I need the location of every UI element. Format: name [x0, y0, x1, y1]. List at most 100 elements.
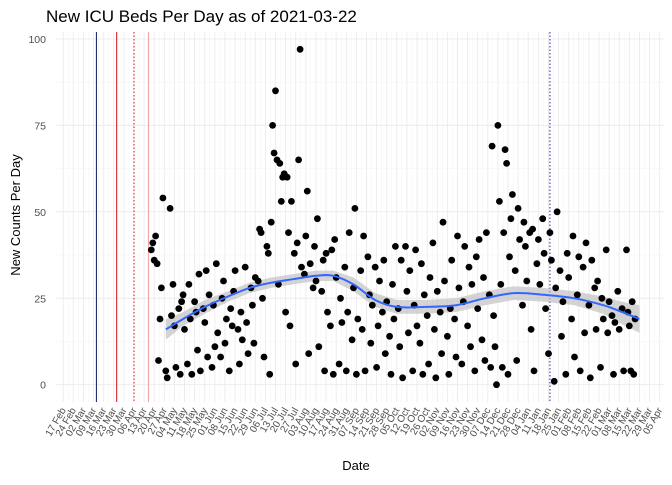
data-point — [386, 332, 393, 340]
data-point — [387, 370, 395, 378]
data-point — [618, 305, 626, 312]
data-point — [406, 267, 414, 274]
data-point — [260, 353, 268, 361]
data-point — [433, 287, 441, 295]
data-point — [540, 249, 548, 257]
data-point — [243, 319, 251, 326]
data-point — [319, 256, 327, 264]
data-point — [341, 263, 349, 271]
data-point — [380, 256, 388, 264]
data-point — [318, 287, 326, 295]
data-point — [569, 232, 577, 240]
data-point — [558, 332, 565, 340]
data-point — [162, 367, 170, 375]
data-point — [223, 315, 230, 323]
data-point — [293, 239, 301, 247]
data-point — [221, 339, 229, 347]
data-point — [159, 194, 167, 202]
data-point — [373, 364, 380, 371]
data-point — [403, 287, 411, 295]
data-point — [194, 346, 201, 354]
data-point — [249, 301, 256, 309]
data-point — [611, 319, 619, 326]
data-point — [452, 353, 460, 361]
data-point — [548, 256, 555, 264]
data-point — [250, 339, 258, 347]
data-point — [205, 291, 213, 299]
confidence-band — [165, 270, 640, 340]
data-point — [202, 267, 210, 274]
data-point — [166, 205, 174, 212]
smooth-line — [165, 273, 640, 331]
data-point — [438, 350, 445, 357]
data-point — [527, 326, 535, 333]
data-point — [576, 367, 584, 375]
data-point — [259, 294, 266, 302]
data-point — [514, 205, 522, 212]
y-tick-label: 25 — [34, 293, 46, 305]
data-point — [364, 253, 372, 261]
data-point — [277, 198, 285, 205]
data-point — [431, 326, 438, 333]
y-tick-label: 100 — [28, 34, 46, 46]
data-point — [573, 291, 581, 299]
data-point — [227, 305, 235, 312]
data-point — [483, 229, 490, 237]
data-point — [439, 218, 447, 226]
data-point — [425, 360, 432, 368]
data-point — [529, 225, 536, 233]
data-point — [175, 305, 183, 312]
data-point — [511, 267, 519, 274]
data-point — [630, 370, 638, 378]
data-point — [185, 281, 193, 288]
data-point — [559, 298, 567, 306]
data-point — [360, 232, 367, 240]
y-tick-label: 0 — [40, 380, 46, 392]
data-point — [562, 370, 570, 378]
data-point — [491, 343, 499, 351]
data-point — [305, 350, 313, 357]
data-point — [345, 229, 353, 237]
data-point — [376, 277, 383, 285]
data-point — [475, 236, 483, 243]
data-point — [361, 367, 369, 375]
data-point — [490, 312, 497, 319]
data-point — [283, 173, 291, 181]
data-point — [546, 229, 554, 237]
data-points — [147, 45, 639, 389]
reference-lines — [95, 32, 551, 402]
data-point — [409, 367, 417, 375]
data-point — [211, 343, 219, 351]
data-point — [176, 370, 184, 378]
data-point — [184, 360, 191, 368]
data-point — [597, 364, 604, 371]
data-point — [586, 374, 594, 382]
confidence-band-area — [165, 270, 640, 340]
data-point — [195, 270, 203, 278]
data-point — [295, 156, 302, 164]
data-point — [467, 343, 474, 351]
data-point — [374, 322, 382, 330]
data-point — [357, 267, 365, 274]
data-point — [402, 243, 409, 250]
data-point — [367, 339, 375, 347]
data-point — [238, 336, 246, 344]
data-point — [585, 301, 593, 309]
data-point — [478, 336, 486, 344]
data-point — [381, 350, 389, 357]
data-point — [416, 339, 424, 347]
data-point — [269, 122, 276, 129]
data-point — [602, 246, 610, 254]
data-point — [565, 274, 573, 281]
data-point — [188, 370, 196, 378]
data-point — [605, 298, 613, 306]
smooth-curve — [165, 273, 640, 331]
data-point — [516, 236, 523, 243]
data-point — [324, 308, 331, 316]
data-point — [481, 357, 489, 364]
data-point — [322, 249, 330, 257]
data-point — [217, 353, 225, 361]
data-point — [290, 249, 298, 257]
